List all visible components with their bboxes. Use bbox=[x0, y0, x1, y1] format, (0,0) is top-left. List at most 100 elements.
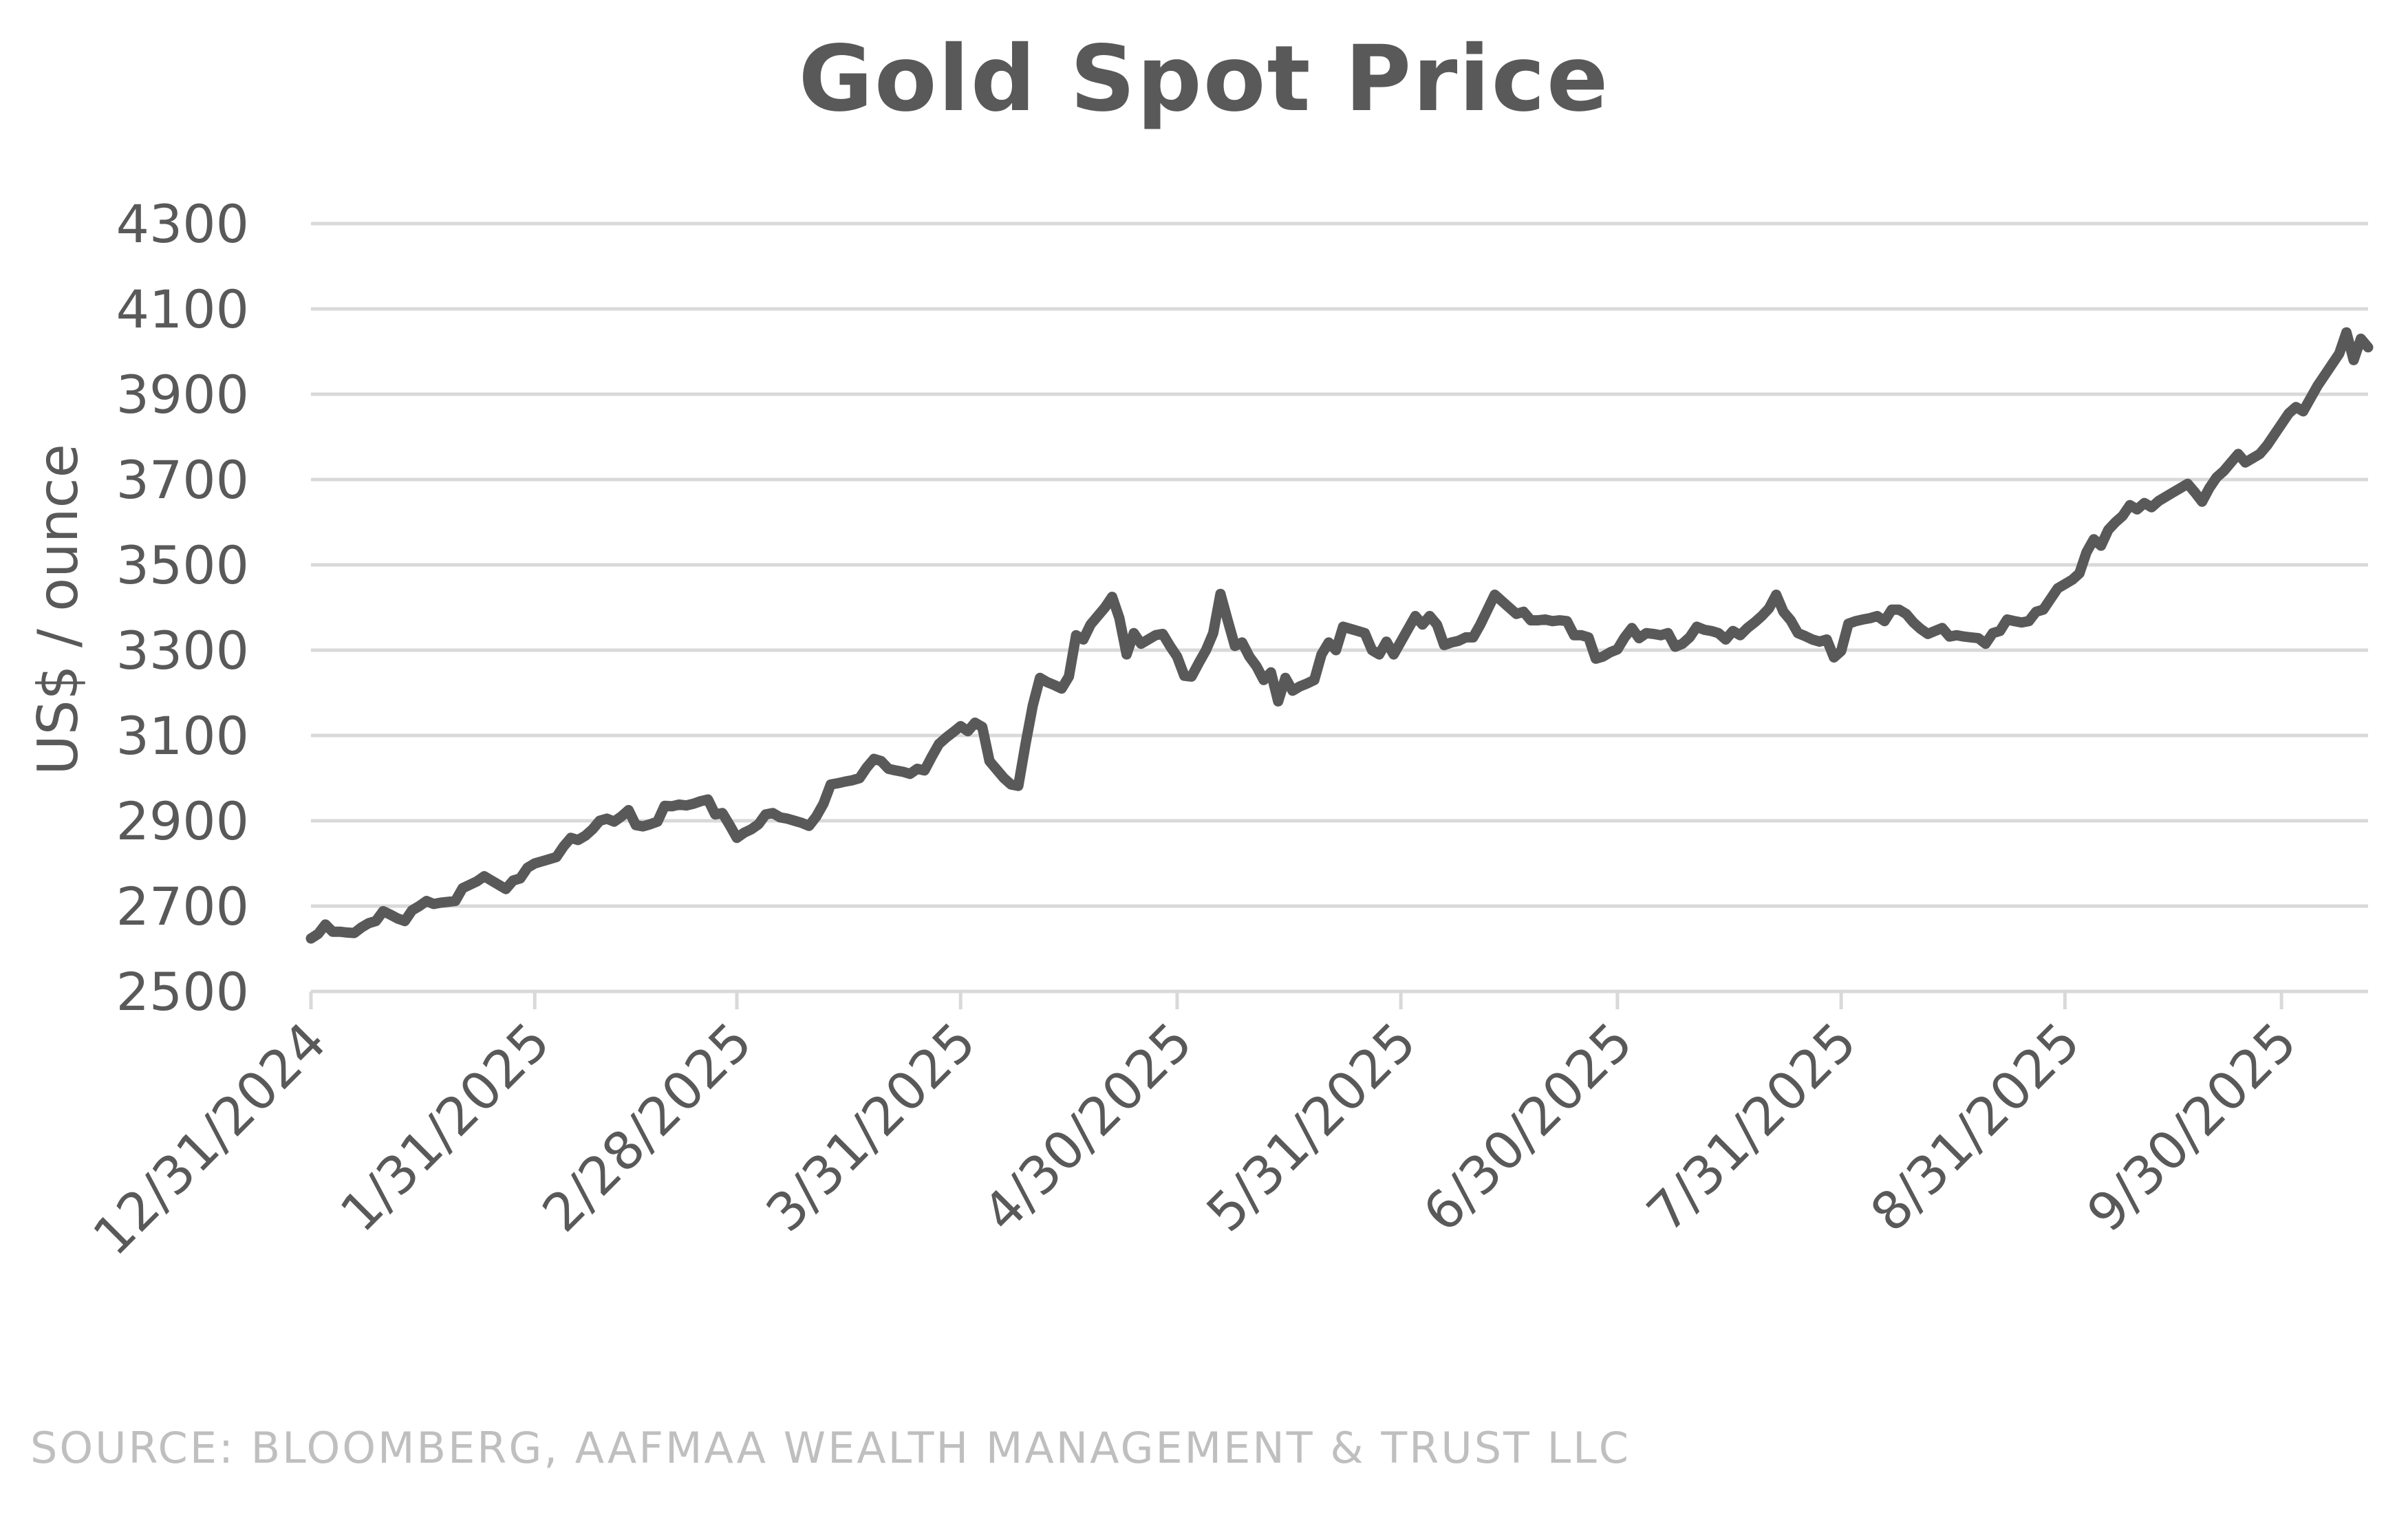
data-point bbox=[2173, 492, 2174, 493]
data-point bbox=[1162, 633, 1163, 634]
data-point bbox=[2136, 508, 2138, 510]
data-point bbox=[2028, 621, 2030, 622]
data-point bbox=[1834, 657, 1835, 658]
data-point bbox=[1848, 623, 1849, 625]
data-point bbox=[1176, 656, 1178, 657]
data-point bbox=[1913, 622, 1914, 623]
data-point bbox=[1935, 630, 1936, 632]
data-point bbox=[1509, 607, 1510, 608]
data-point bbox=[1075, 634, 1077, 636]
data-point bbox=[1487, 609, 1488, 610]
data-point bbox=[1270, 671, 1271, 673]
data-point bbox=[2353, 359, 2354, 361]
data-point bbox=[1884, 621, 1885, 622]
data-point bbox=[2086, 551, 2087, 552]
data-point bbox=[635, 824, 636, 826]
data-point bbox=[476, 881, 477, 882]
data-point bbox=[1819, 641, 1820, 643]
data-point bbox=[808, 825, 810, 826]
data-point bbox=[375, 921, 376, 922]
data-point bbox=[859, 777, 860, 779]
data-point bbox=[1422, 624, 1423, 625]
data-point bbox=[1545, 619, 1546, 620]
data-point bbox=[1249, 656, 1250, 657]
data-point bbox=[1891, 609, 1893, 610]
data-point bbox=[1083, 639, 1084, 641]
data-point bbox=[2324, 374, 2325, 376]
data-point bbox=[657, 821, 658, 822]
data-point bbox=[1054, 685, 1055, 686]
data-point bbox=[354, 932, 355, 934]
data-point bbox=[2100, 545, 2102, 546]
data-point bbox=[2064, 583, 2065, 585]
data-point bbox=[2158, 500, 2160, 502]
data-point bbox=[2115, 522, 2116, 523]
y-tick-label: 2500 bbox=[116, 961, 249, 1022]
data-point bbox=[1653, 633, 1654, 634]
data-point bbox=[310, 938, 312, 939]
data-point bbox=[1393, 654, 1395, 655]
data-point bbox=[1241, 642, 1243, 643]
data-point bbox=[2317, 385, 2319, 387]
data-point bbox=[844, 781, 846, 782]
data-point bbox=[982, 727, 983, 728]
data-point bbox=[1855, 621, 1856, 622]
data-point bbox=[2266, 444, 2268, 446]
data-point bbox=[2078, 572, 2080, 574]
data-point bbox=[1985, 643, 1986, 645]
data-point bbox=[1256, 666, 1257, 667]
data-point bbox=[830, 784, 831, 785]
y-tick-label: 3300 bbox=[116, 620, 249, 681]
data-point bbox=[1328, 642, 1329, 643]
data-point bbox=[491, 880, 492, 881]
x-tick-label: 8/31/2025 bbox=[1859, 1011, 2092, 1243]
data-point bbox=[1552, 621, 1554, 622]
data-point bbox=[895, 770, 896, 771]
y-axis-tick-labels: 2500 2700 2900 3100 3300 3500 3700 3900 4100 4300 bbox=[116, 193, 249, 1022]
data-point bbox=[1970, 636, 1972, 638]
data-point bbox=[1768, 608, 1770, 609]
data-point bbox=[1710, 630, 1712, 632]
data-point bbox=[649, 824, 651, 825]
data-point bbox=[815, 816, 817, 817]
data-point bbox=[418, 905, 420, 907]
data-point bbox=[1516, 613, 1517, 614]
data-point bbox=[2237, 453, 2239, 455]
data-point bbox=[2346, 332, 2347, 333]
data-point bbox=[1646, 632, 1647, 634]
data-point bbox=[1840, 650, 1842, 652]
data-point bbox=[1573, 634, 1575, 636]
data-point bbox=[1170, 645, 1171, 647]
data-point bbox=[916, 768, 918, 769]
y-tick-label: 3100 bbox=[116, 705, 249, 766]
data-point bbox=[1263, 679, 1265, 680]
data-point bbox=[866, 767, 868, 769]
data-point bbox=[729, 824, 731, 826]
data-point bbox=[2194, 492, 2195, 493]
data-point bbox=[1148, 639, 1149, 641]
data-point bbox=[2245, 462, 2246, 463]
x-tick-label: 12/31/2024 bbox=[81, 1011, 338, 1267]
data-point bbox=[715, 814, 716, 815]
data-point bbox=[924, 770, 925, 771]
data-point bbox=[1877, 615, 1878, 616]
data-point bbox=[505, 888, 506, 890]
data-point bbox=[469, 884, 471, 885]
data-point bbox=[1025, 743, 1026, 744]
data-point bbox=[585, 835, 586, 837]
data-point bbox=[1783, 611, 1784, 612]
data-point bbox=[664, 805, 665, 806]
data-point bbox=[1155, 634, 1157, 636]
data-point bbox=[643, 826, 644, 827]
data-point bbox=[1408, 628, 1409, 630]
data-point bbox=[2122, 515, 2123, 517]
data-point bbox=[1660, 634, 1662, 636]
data-point bbox=[1191, 676, 1192, 677]
data-point bbox=[693, 803, 694, 804]
data-point bbox=[2367, 347, 2369, 348]
data-point bbox=[332, 931, 334, 932]
data-point bbox=[1198, 663, 1199, 664]
data-point bbox=[1472, 636, 1474, 638]
x-tick-label: 7/31/2025 bbox=[1635, 1011, 1867, 1243]
data-point bbox=[389, 914, 391, 915]
